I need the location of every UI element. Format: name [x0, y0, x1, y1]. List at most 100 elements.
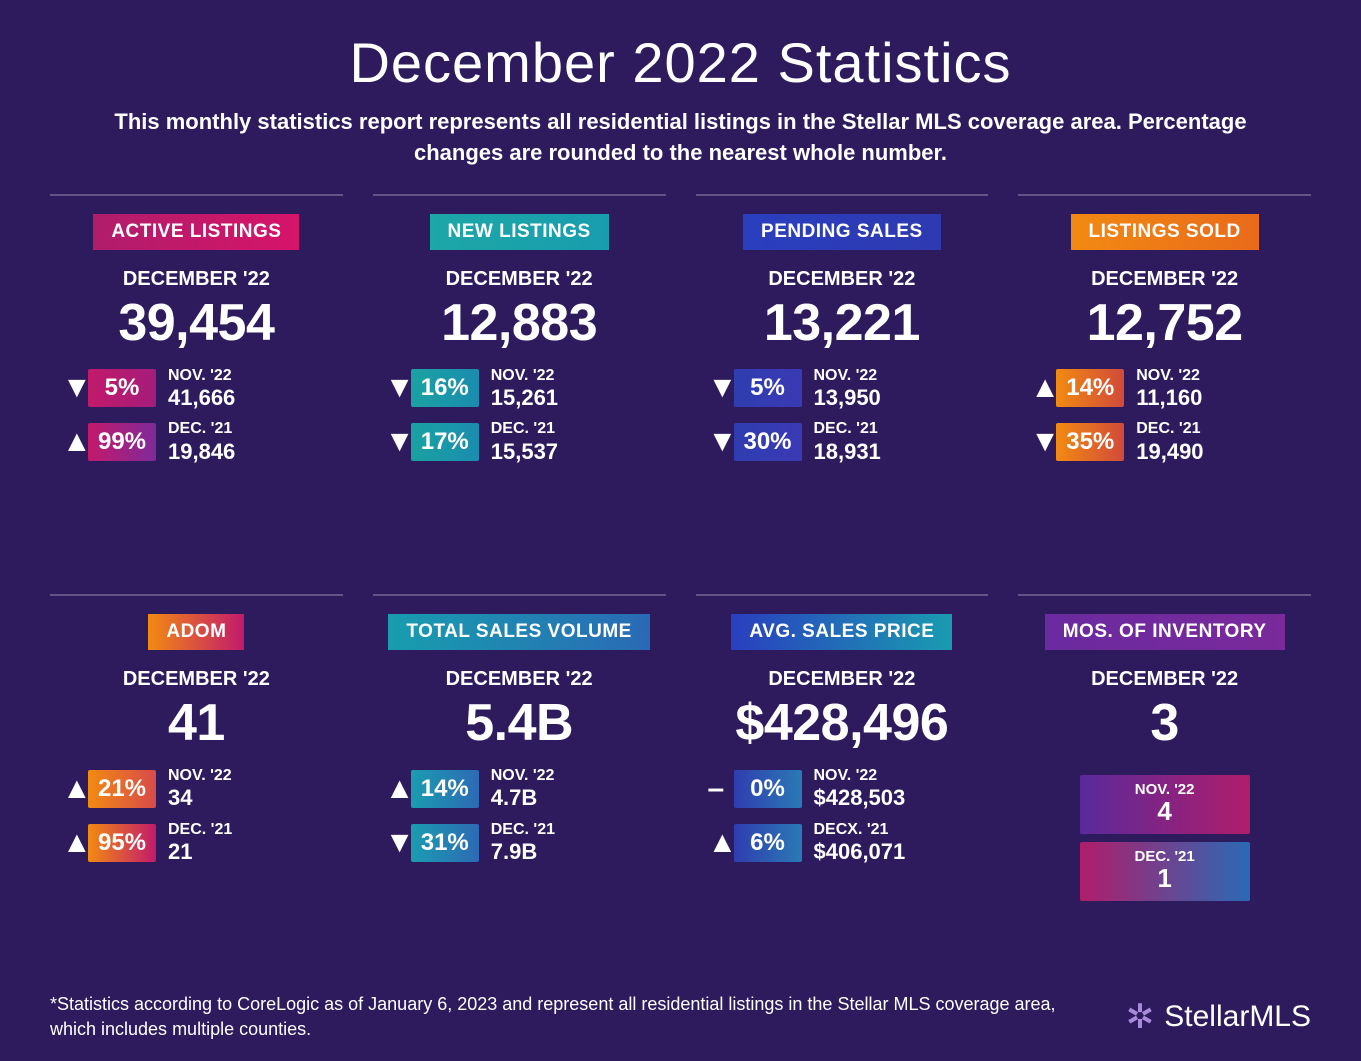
up-arrow-icon: ▲: [708, 828, 734, 858]
comparison-period: NOV. '22: [491, 367, 558, 385]
card-period: DECEMBER '22: [373, 668, 666, 691]
comparison-text: NOV. '2211,160: [1136, 367, 1202, 411]
comparison-period: DEC. '21: [1136, 420, 1203, 438]
card-value: $428,496: [696, 693, 989, 753]
comparison-period: DEC. '21: [814, 420, 881, 438]
percent-badge: 5%: [734, 369, 802, 407]
up-arrow-icon: ▲: [62, 774, 88, 804]
comparison-row: –0% NOV. '22$428,503: [696, 767, 989, 811]
comparison-period: NOV. '22: [814, 767, 906, 785]
comparison-row: ▼5%NOV. '2241,666: [50, 367, 343, 411]
stat-card: LISTINGS SOLDDECEMBER '2212,752▲14%NOV. …: [1018, 194, 1311, 574]
comparison-row: ▲99% DEC. '2119,846: [50, 420, 343, 464]
comparison-value: 34: [168, 785, 232, 810]
up-arrow-icon: ▲: [385, 774, 411, 804]
comparison-value: 21: [168, 839, 232, 864]
comparison-text: DEC. '2118,931: [814, 420, 881, 464]
up-arrow-icon: ▲: [62, 427, 88, 457]
footer: *Statistics according to CoreLogic as of…: [50, 992, 1311, 1041]
comparison-text: NOV. '2213,950: [814, 367, 881, 411]
comparison-period: NOV. '22: [491, 767, 555, 785]
down-arrow-icon: ▼: [385, 373, 411, 403]
card-value: 5.4B: [373, 693, 666, 753]
card-label: LISTINGS SOLD: [1071, 214, 1259, 250]
stat-card: AVG. SALES PRICEDECEMBER '22$428,496–0%N…: [696, 594, 989, 974]
comparison-text: NOV. '2215,261: [491, 367, 558, 411]
page-subtitle: This monthly statistics report represent…: [106, 107, 1256, 169]
inventory-badge: NOV. '224: [1080, 775, 1250, 834]
percent-badge: 6%: [734, 824, 802, 862]
comparison-text: NOV. '2234: [168, 767, 232, 811]
percent-badge: 17%: [411, 423, 479, 461]
percent-badge: 35%: [1056, 423, 1124, 461]
card-label: NEW LISTINGS: [430, 214, 609, 250]
card-period: DECEMBER '22: [50, 668, 343, 691]
card-period: DECEMBER '22: [1018, 668, 1311, 691]
comparison-text: DEC. '2121: [168, 821, 232, 865]
percent-badge: 14%: [411, 770, 479, 808]
stat-card: ADOMDECEMBER '2241▲21%NOV. '2234▲95%DEC.…: [50, 594, 343, 974]
down-arrow-icon: ▼: [708, 373, 734, 403]
comparison-period: DEC. '21: [491, 420, 558, 438]
stat-card: NEW LISTINGSDECEMBER '2212,883▼16%NOV. '…: [373, 194, 666, 574]
comparison-value: 7.9B: [491, 839, 555, 864]
percent-badge: 31%: [411, 824, 479, 862]
comparison-row: ▲21%NOV. '2234: [50, 767, 343, 811]
header: December 2022 Statistics This monthly st…: [50, 30, 1311, 169]
flat-arrow-icon: –: [708, 774, 734, 804]
card-period: DECEMBER '22: [373, 268, 666, 291]
comparison-period: DEC. '21: [168, 420, 235, 438]
percent-badge: 0%: [734, 770, 802, 808]
comparison-value: 15,537: [491, 439, 558, 464]
card-value: 13,221: [696, 293, 989, 353]
card-period: DECEMBER '22: [696, 268, 989, 291]
comparison-row: ▲95%DEC. '2121: [50, 821, 343, 865]
card-label: MOS. OF INVENTORY: [1045, 614, 1285, 650]
comparison-row: ▼31% DEC. '217.9B: [373, 821, 666, 865]
down-arrow-icon: ▼: [708, 427, 734, 457]
comparison-period: NOV. '22: [814, 367, 881, 385]
comparison-text: DEC. '2119,846: [168, 420, 235, 464]
card-value: 41: [50, 693, 343, 753]
percent-badge: 99%: [88, 423, 156, 461]
card-label: PENDING SALES: [743, 214, 941, 250]
comparison-text: DEC. '2119,490: [1136, 420, 1203, 464]
up-arrow-icon: ▲: [62, 828, 88, 858]
percent-badge: 14%: [1056, 369, 1124, 407]
comparison-row: ▲14% NOV. '224.7B: [373, 767, 666, 811]
comparison-value: 19,490: [1136, 439, 1203, 464]
stat-card: TOTAL SALES VOLUMEDECEMBER '225.4B▲14%NO…: [373, 594, 666, 974]
down-arrow-icon: ▼: [385, 828, 411, 858]
comparison-period: DEC. '21: [491, 821, 555, 839]
comparison-period: NOV. '22: [168, 767, 232, 785]
comparison-row: ▲6% DECX. '21$406,071: [696, 821, 989, 865]
card-label: AVG. SALES PRICE: [731, 614, 952, 650]
comparison-value: 15,261: [491, 385, 558, 410]
comparison-value: 19,846: [168, 439, 235, 464]
comparison-text: DEC. '2115,537: [491, 420, 558, 464]
comparison-text: DEC. '217.9B: [491, 821, 555, 865]
comparison-row: ▼35%DEC. '2119,490: [1018, 420, 1311, 464]
footnote: *Statistics according to CoreLogic as of…: [50, 992, 1106, 1041]
comparison-row: ▼17%DEC. '2115,537: [373, 420, 666, 464]
comparison-period: NOV. '22: [1136, 367, 1202, 385]
comparison-period: DEC. '21: [168, 821, 232, 839]
percent-badge: 30%: [734, 423, 802, 461]
inventory-value: 1: [1080, 865, 1250, 891]
down-arrow-icon: ▼: [62, 373, 88, 403]
comparison-text: NOV. '224.7B: [491, 767, 555, 811]
comparison-value: 4.7B: [491, 785, 555, 810]
comparison-value: $406,071: [814, 839, 906, 864]
card-period: DECEMBER '22: [1018, 268, 1311, 291]
inventory-value: 4: [1080, 798, 1250, 824]
brand-name: StellarMLS: [1164, 1000, 1311, 1034]
brand-logo: ✲ StellarMLS: [1126, 997, 1311, 1037]
card-period: DECEMBER '22: [50, 268, 343, 291]
stats-grid: ACTIVE LISTINGSDECEMBER '2239,454▼5%NOV.…: [50, 194, 1311, 975]
comparison-period: DECX. '21: [814, 821, 906, 839]
stat-card: ACTIVE LISTINGSDECEMBER '2239,454▼5%NOV.…: [50, 194, 343, 574]
comparison-row: ▲14%NOV. '2211,160: [1018, 367, 1311, 411]
comparison-text: NOV. '22$428,503: [814, 767, 906, 811]
card-value: 3: [1018, 693, 1311, 753]
card-value: 39,454: [50, 293, 343, 353]
